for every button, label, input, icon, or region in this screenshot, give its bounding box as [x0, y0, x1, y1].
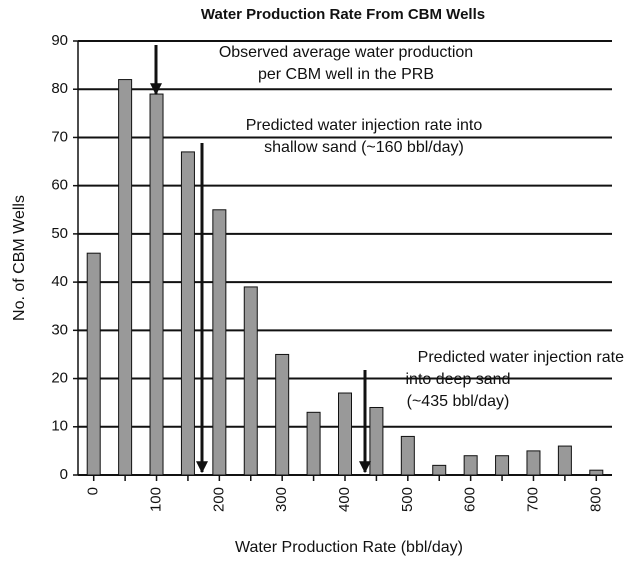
- y-tick-label: 20: [51, 370, 68, 387]
- annotation-text: (~435 bbl/day): [407, 393, 510, 410]
- bar: [495, 455, 510, 476]
- x-tick-label: 400: [336, 487, 353, 512]
- bar: [369, 406, 384, 476]
- y-tick-label: 90: [51, 32, 68, 49]
- y-tick-label: 30: [51, 321, 68, 338]
- bar: [526, 450, 541, 476]
- bar: [463, 455, 478, 476]
- bar: [557, 445, 572, 476]
- bar: [180, 151, 195, 476]
- bar: [118, 79, 133, 476]
- bar: [149, 93, 164, 476]
- y-tick-label: 80: [51, 80, 68, 97]
- annotation-text: into deep sand: [406, 371, 511, 388]
- y-axis-label: No. of CBM Wells: [11, 195, 28, 321]
- y-tick-label: 40: [51, 273, 68, 290]
- annotation-text: per CBM well in the PRB: [258, 66, 434, 83]
- y-tick-label: 50: [51, 225, 68, 242]
- annotation-text: shallow sand (~160 bbl/day): [264, 139, 464, 156]
- bar: [243, 286, 258, 476]
- bar: [338, 392, 352, 476]
- bar: [212, 209, 227, 476]
- bar: [432, 464, 447, 476]
- x-tick-label: 200: [210, 487, 227, 512]
- bar: [275, 353, 290, 476]
- x-tick-label: 100: [147, 487, 164, 512]
- bar: [86, 252, 101, 476]
- annotation-text: Predicted water injection rate into: [246, 117, 483, 134]
- y-tick-label: 60: [51, 177, 68, 194]
- y-tick-label: 10: [51, 418, 68, 435]
- annotation-text: Observed average water production: [219, 44, 473, 61]
- x-tick-label: 300: [273, 487, 290, 512]
- y-tick-label: 70: [51, 128, 68, 145]
- x-tick-label: 500: [399, 487, 416, 512]
- x-axis-label: Water Production Rate (bbl/day): [235, 539, 463, 556]
- y-tick-label: 0: [60, 466, 68, 483]
- bar: [589, 469, 604, 476]
- x-tick-label: 800: [587, 487, 604, 512]
- x-tick-label: 700: [524, 487, 541, 512]
- bar: [306, 411, 321, 476]
- chart-title: Water Production Rate From CBM Wells: [201, 6, 485, 23]
- annotation-text: Predicted water injection rate: [418, 349, 624, 366]
- x-tick-label: 600: [462, 487, 479, 512]
- x-tick-label: 0: [85, 487, 102, 495]
- bar: [400, 435, 415, 476]
